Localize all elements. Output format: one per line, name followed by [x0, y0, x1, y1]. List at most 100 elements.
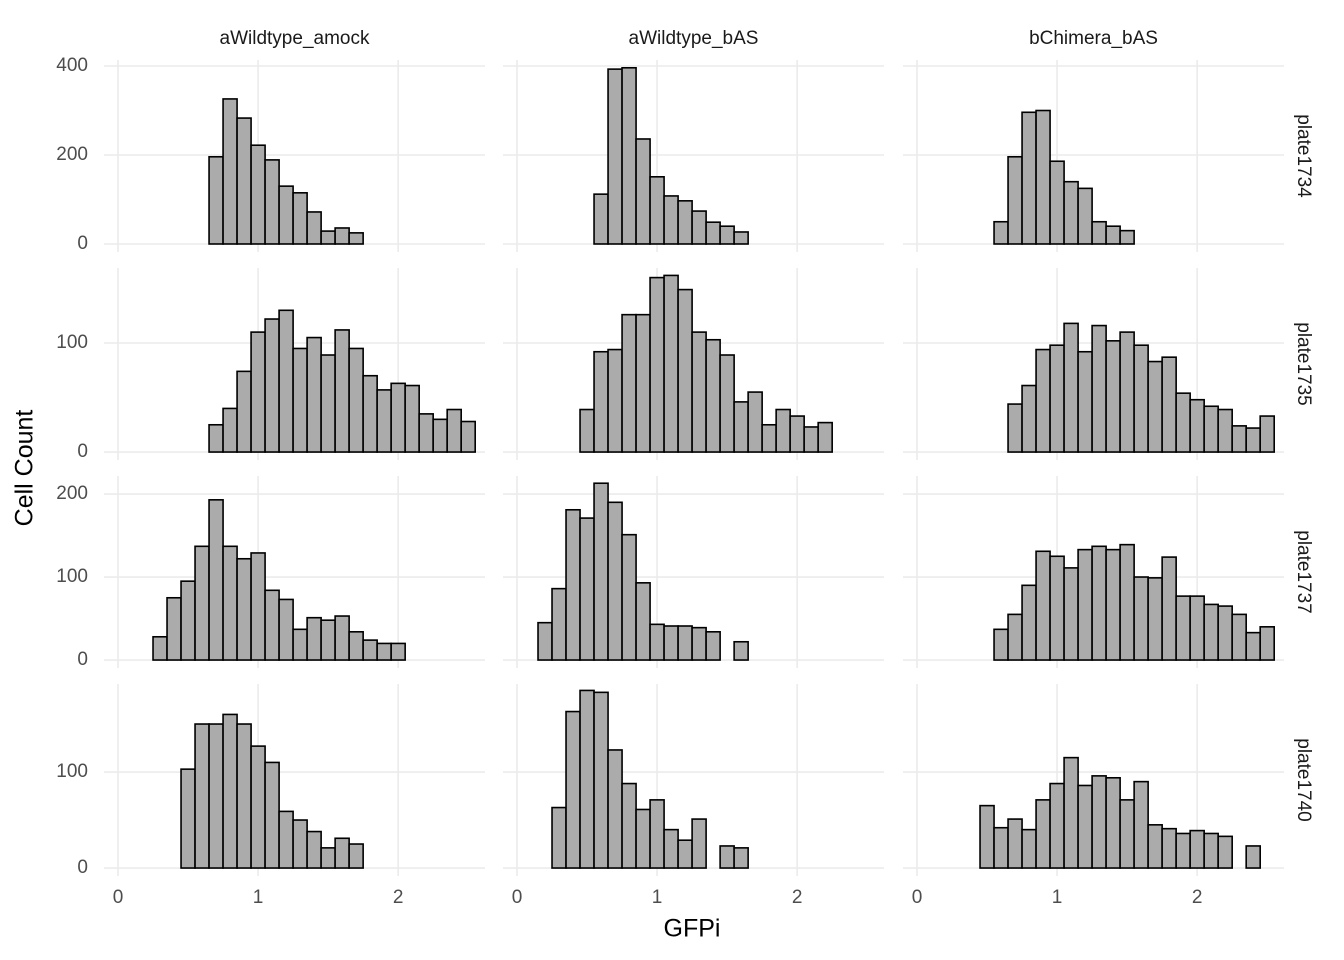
histogram-bar	[1091, 545, 1107, 661]
histogram-bar	[236, 370, 252, 453]
histogram-bar	[621, 66, 637, 245]
histogram-bar	[278, 185, 294, 245]
histogram-bar	[320, 354, 336, 453]
histogram-bar	[180, 580, 196, 661]
x-tick-label: 0	[113, 887, 124, 908]
histogram-bar	[1245, 427, 1261, 453]
histogram-bar	[649, 176, 665, 245]
histogram-bar	[705, 631, 721, 661]
histogram-bar	[1063, 180, 1079, 245]
histogram-bar	[993, 220, 1009, 245]
histogram-bar	[1077, 548, 1093, 661]
histogram-bar	[250, 331, 266, 453]
histogram-bar	[208, 423, 224, 453]
histogram-bar	[348, 631, 364, 661]
histogram-bar	[236, 117, 252, 245]
histogram-bar	[390, 642, 406, 661]
y-tick-label: 0	[77, 233, 88, 254]
histogram-bar	[1231, 613, 1247, 661]
histogram-bar	[803, 426, 819, 453]
histogram-bar	[306, 211, 322, 245]
histogram-bar	[334, 329, 350, 453]
histogram-bar	[334, 227, 350, 245]
histogram-bar	[1119, 543, 1135, 661]
histogram-bar	[278, 598, 294, 661]
facet-label: plate1740	[1293, 738, 1314, 821]
histogram-bar	[1259, 415, 1275, 453]
histogram-bar	[292, 819, 308, 869]
histogram-bar	[733, 231, 749, 245]
histogram-bar	[1007, 403, 1023, 453]
histogram-bar	[334, 615, 350, 661]
histogram-bar	[593, 193, 609, 245]
histogram-bar	[789, 415, 805, 453]
histogram-bar	[250, 144, 266, 245]
histogram-bar	[1105, 225, 1121, 245]
histogram-bar	[292, 347, 308, 453]
x-tick-label: 0	[512, 887, 523, 908]
histogram-bar	[761, 423, 777, 453]
histogram-bar	[1175, 392, 1191, 453]
histogram-bar	[1007, 155, 1023, 245]
histogram-bar	[1119, 799, 1135, 869]
histogram-bar	[691, 331, 707, 453]
histogram-bar	[1049, 782, 1065, 869]
histogram-bar	[1049, 344, 1065, 453]
histogram-bar	[1091, 220, 1107, 245]
histogram-bar	[208, 155, 224, 245]
x-tick-label: 1	[1052, 887, 1063, 908]
histogram-bar	[1231, 425, 1247, 453]
histogram-bar	[705, 338, 721, 453]
histogram-bar	[649, 276, 665, 453]
histogram-bar	[1105, 340, 1121, 453]
histogram-bar	[362, 639, 378, 661]
histogram-bar	[1021, 384, 1037, 453]
histogram-bar	[691, 626, 707, 661]
y-tick-label: 200	[56, 483, 88, 504]
histogram-bar	[551, 587, 567, 661]
histogram-bar	[264, 761, 280, 869]
histogram-bar	[1035, 348, 1051, 453]
histogram-bar	[1133, 780, 1149, 869]
histogram-bar	[376, 389, 392, 453]
histogram-bar	[705, 221, 721, 245]
x-tick-label: 1	[253, 887, 264, 908]
y-axis-title: Cell Count	[11, 410, 39, 527]
histogram-bar	[579, 517, 595, 661]
histogram-bar	[1021, 111, 1037, 245]
histogram-bar	[1105, 548, 1121, 661]
histogram-bar	[579, 689, 595, 869]
histogram-bar	[677, 288, 693, 453]
x-tick-label: 2	[792, 887, 803, 908]
histogram-bar	[404, 384, 420, 453]
histogram-bar	[362, 374, 378, 453]
histogram-bar	[208, 499, 224, 661]
histogram-bar	[649, 799, 665, 869]
histogram-bar	[747, 391, 763, 453]
histogram-bar	[733, 401, 749, 453]
y-tick-label: 100	[56, 332, 88, 353]
facet-label: aWildtype_bAS	[629, 28, 759, 49]
histogram-bar	[278, 309, 294, 453]
histogram-bar	[292, 628, 308, 661]
histogram-bar	[320, 230, 336, 245]
histogram-bar	[537, 621, 553, 661]
histogram-bar	[432, 418, 448, 453]
histogram-bar	[1175, 832, 1191, 869]
histogram-bar	[691, 818, 707, 869]
histogram-bar	[1133, 344, 1149, 453]
histogram-bar	[1147, 577, 1163, 661]
histogram-bar	[1259, 626, 1275, 661]
histogram-bar	[180, 768, 196, 869]
histogram-bar	[593, 691, 609, 869]
histogram-bar	[1161, 827, 1177, 869]
y-tick-label: 0	[77, 441, 88, 462]
histogram-bar	[579, 408, 595, 453]
histogram-bar	[1035, 550, 1051, 661]
histogram-bar	[446, 408, 462, 453]
facet-label: plate1734	[1293, 114, 1314, 198]
histogram-bar	[1133, 576, 1149, 661]
histogram-bar	[621, 313, 637, 453]
histogram-bar	[593, 350, 609, 453]
histogram-bar	[691, 210, 707, 245]
